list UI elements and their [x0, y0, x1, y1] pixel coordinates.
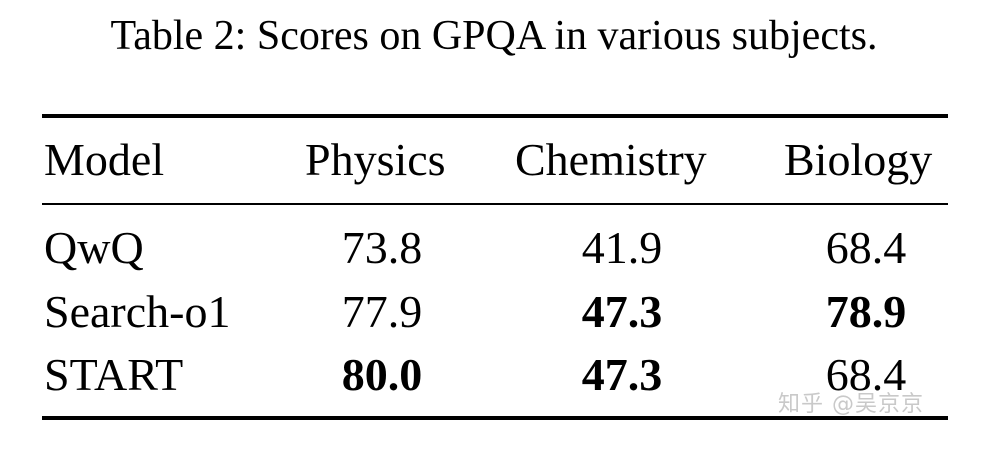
table-bottom-rule [42, 416, 948, 420]
row-start-chemistry: 47.3 [581, 349, 663, 400]
header-biology: Biology [784, 134, 933, 185]
row-start-model: START [44, 349, 184, 400]
row-search-o1-physics: 77.9 [341, 286, 423, 337]
watermark-text: 知乎 @吴京京 [778, 392, 924, 417]
row-qwq-biology: 68.4 [825, 222, 907, 273]
table-caption: Table 2: Scores on GPQA in various subje… [110, 13, 878, 59]
header-model: Model [44, 134, 165, 185]
row-qwq-chemistry: 41.9 [581, 222, 663, 273]
row-start-biology: 68.4 [825, 349, 907, 400]
row-qwq-model: QwQ [44, 222, 144, 273]
row-qwq-physics: 73.8 [341, 222, 423, 273]
row-search-o1-biology: 78.9 [825, 286, 907, 337]
table-header-rule [42, 203, 948, 205]
header-chemistry: Chemistry [515, 134, 707, 185]
table-top-rule [42, 114, 948, 118]
row-search-o1-model: Search-o1 [44, 286, 231, 337]
row-search-o1-chemistry: 47.3 [581, 286, 663, 337]
row-start-physics: 80.0 [341, 349, 423, 400]
header-physics: Physics [305, 134, 446, 185]
